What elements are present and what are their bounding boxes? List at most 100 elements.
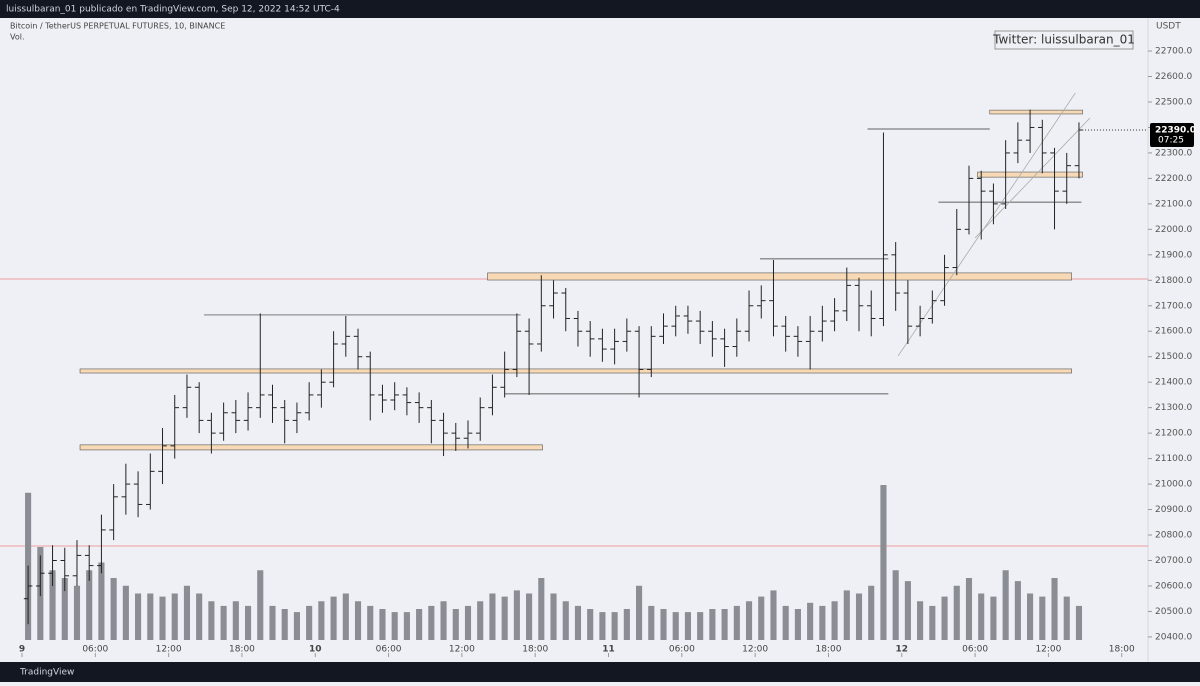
volume-bar xyxy=(562,601,569,640)
volume-bar xyxy=(1014,581,1021,640)
volume-bar xyxy=(98,562,105,640)
volume-bar xyxy=(135,593,142,640)
x-tick-label: 18:00 xyxy=(229,645,255,655)
volume-bar xyxy=(587,609,594,640)
volume-bar xyxy=(978,593,985,640)
volume-bar xyxy=(538,578,545,640)
volume-bar xyxy=(306,605,313,640)
y-tick-label: 21700.0 xyxy=(1155,301,1192,311)
volume-bar xyxy=(917,601,924,640)
y-tick-label: 22100.0 xyxy=(1155,199,1192,209)
annotation-box xyxy=(994,30,1134,50)
x-tick-label: 12 xyxy=(896,645,909,655)
volume-bar xyxy=(354,601,362,640)
volume-bar xyxy=(636,585,643,640)
x-tick-label: 12:00 xyxy=(449,645,475,655)
volume-bar xyxy=(428,605,435,640)
volume-bar xyxy=(183,585,191,640)
volume-bar xyxy=(733,605,740,640)
x-tick-label: 18:00 xyxy=(522,645,548,655)
trendline xyxy=(897,92,1076,357)
x-tick-label: 06:00 xyxy=(376,645,402,655)
volume-bar xyxy=(807,602,814,640)
volume-bar xyxy=(501,596,508,640)
volume-bar xyxy=(1039,596,1046,640)
volume-bar xyxy=(159,596,166,640)
volume-bar xyxy=(464,605,472,640)
y-tick-label: 22200.0 xyxy=(1155,174,1192,184)
zone xyxy=(977,171,1083,178)
volume-bar xyxy=(61,578,68,640)
volume-bar xyxy=(122,585,129,640)
volume-bar xyxy=(965,578,973,640)
volume-bar xyxy=(379,609,386,640)
volume-bar xyxy=(318,601,325,640)
y-tick-label: 21900.0 xyxy=(1155,250,1192,260)
volume-bar xyxy=(416,609,423,640)
volume-bar xyxy=(953,585,960,640)
volume-bar xyxy=(697,612,704,640)
y-tick-label: 21200.0 xyxy=(1155,429,1192,439)
zone xyxy=(487,272,1072,281)
volume-bar xyxy=(1002,570,1009,640)
footer-bar xyxy=(0,662,1200,682)
volume-bar xyxy=(477,601,484,640)
x-tick-label: 06:00 xyxy=(82,645,108,655)
y-tick-label: 20500.0 xyxy=(1155,607,1192,617)
annotation: Twitter: luissulbaran_01 xyxy=(992,33,1135,47)
volume-bar xyxy=(599,612,606,640)
volume-bar xyxy=(330,596,337,640)
volume-bar xyxy=(770,590,777,640)
y-tick-label: 20800.0 xyxy=(1155,531,1192,541)
x-tick-label: 11 xyxy=(602,645,615,655)
volume-bar xyxy=(794,609,801,640)
x-tick-label: 06:00 xyxy=(962,645,988,655)
volume-bar xyxy=(892,570,899,640)
volume-bar xyxy=(269,605,276,640)
x-tick-label: 18:00 xyxy=(1109,645,1135,655)
y-tick-label: 21100.0 xyxy=(1155,454,1192,464)
last-price-box xyxy=(1150,123,1194,148)
volume-bar xyxy=(1075,605,1083,640)
volume-bar xyxy=(880,485,887,640)
volume-bar xyxy=(49,570,56,640)
volume-bar xyxy=(244,605,252,640)
x-tick-label: 12:00 xyxy=(156,645,182,655)
countdown: 07:25 xyxy=(1158,136,1184,146)
volume-bar xyxy=(623,609,630,640)
header: luissulbaran_01 publicado en TradingView… xyxy=(6,5,340,15)
volume-bar xyxy=(489,593,496,640)
y-tick-label: 20900.0 xyxy=(1155,505,1192,515)
volume-bar xyxy=(1063,596,1070,640)
volume-bar xyxy=(220,605,227,640)
volume-bar xyxy=(232,601,239,640)
volume-bar xyxy=(110,578,117,640)
volume-bar xyxy=(868,585,875,640)
currency: USDT xyxy=(1156,22,1181,32)
y-tick-label: 21300.0 xyxy=(1155,403,1192,413)
volume-bar xyxy=(929,605,936,640)
last-price-label: 22390.0 xyxy=(1155,126,1196,136)
volume-bar xyxy=(1051,578,1058,640)
y-tick-label: 22000.0 xyxy=(1155,225,1192,235)
volume-bar xyxy=(904,581,911,640)
volume-bar xyxy=(367,605,374,640)
volume-bar xyxy=(648,605,655,640)
x-tick-label: 18:00 xyxy=(815,645,841,655)
x-tick-label: 10 xyxy=(309,645,322,655)
zone xyxy=(989,109,1083,115)
volume-bar xyxy=(171,593,178,640)
symbol-title: Bitcoin / TetherUS PERPETUAL FUTURES, 10… xyxy=(10,22,225,31)
zone xyxy=(79,444,543,451)
y-tick-label: 20600.0 xyxy=(1155,581,1192,591)
volume-bar xyxy=(391,612,398,640)
y-tick-label: 21500.0 xyxy=(1155,352,1192,362)
volume-bar xyxy=(855,593,863,640)
volume-bar xyxy=(782,605,789,640)
y-tick-label: 22600.0 xyxy=(1155,72,1192,82)
volume-bar xyxy=(452,609,459,640)
volume-bar xyxy=(73,585,81,640)
y-tick-label: 21000.0 xyxy=(1155,480,1192,490)
y-tick-label: 22500.0 xyxy=(1155,97,1192,107)
volume-bar xyxy=(293,612,300,640)
